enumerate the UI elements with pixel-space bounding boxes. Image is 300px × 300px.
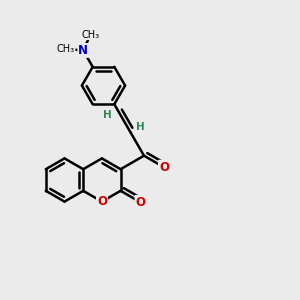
- Text: H: H: [103, 110, 112, 120]
- Text: O: O: [159, 161, 169, 174]
- Text: H: H: [136, 122, 145, 132]
- Text: CH₃: CH₃: [57, 44, 75, 54]
- Text: N: N: [78, 44, 88, 57]
- Text: O: O: [136, 196, 146, 209]
- Text: CH₃: CH₃: [81, 30, 100, 40]
- Text: O: O: [97, 195, 107, 208]
